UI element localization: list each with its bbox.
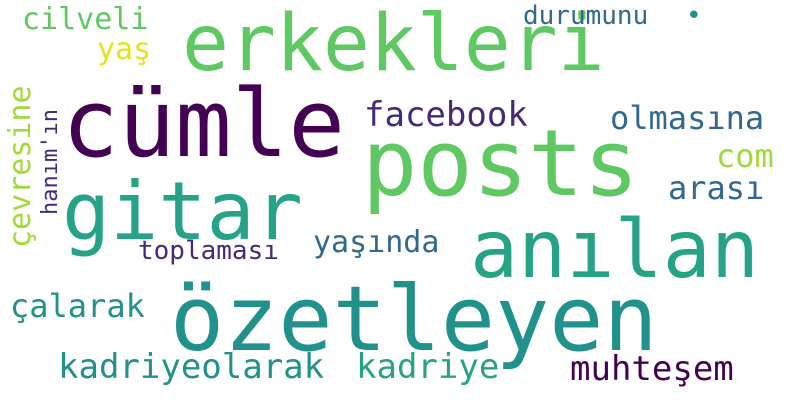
word-calarak: çalarak [10, 287, 145, 325]
word-erkekleri: erkekleri [182, 0, 605, 89]
word-cumle: cümle [62, 70, 345, 179]
word-muhtesem: muhteşem [570, 349, 734, 389]
word-cilveli: cilveli [22, 2, 149, 37]
word-anilan: anılan [470, 203, 759, 296]
word-cevresine: çevresine [3, 85, 38, 248]
word-kadriye: kadriye [356, 347, 500, 387]
word-olmasina: olmasına [610, 99, 765, 137]
word-arasi: arası [668, 169, 765, 207]
word-com: com [716, 137, 774, 175]
word-durumunu: durumunu [523, 1, 649, 31]
word-yasinda: yaşında [313, 225, 440, 260]
word-ozetleyen: özetleyen [170, 267, 658, 372]
word-facebook: facebook [364, 95, 528, 135]
word-yas: yaş [97, 32, 152, 67]
word-gitar: gitar [62, 165, 303, 258]
word-kadriyeolarak: kadriyeolarak [58, 347, 325, 387]
word-toplamasi: toplaması [138, 236, 279, 266]
word-hanimin: hanım'ın [38, 109, 63, 215]
word-dot: • [686, 1, 702, 31]
word-posts: posts [362, 110, 639, 217]
